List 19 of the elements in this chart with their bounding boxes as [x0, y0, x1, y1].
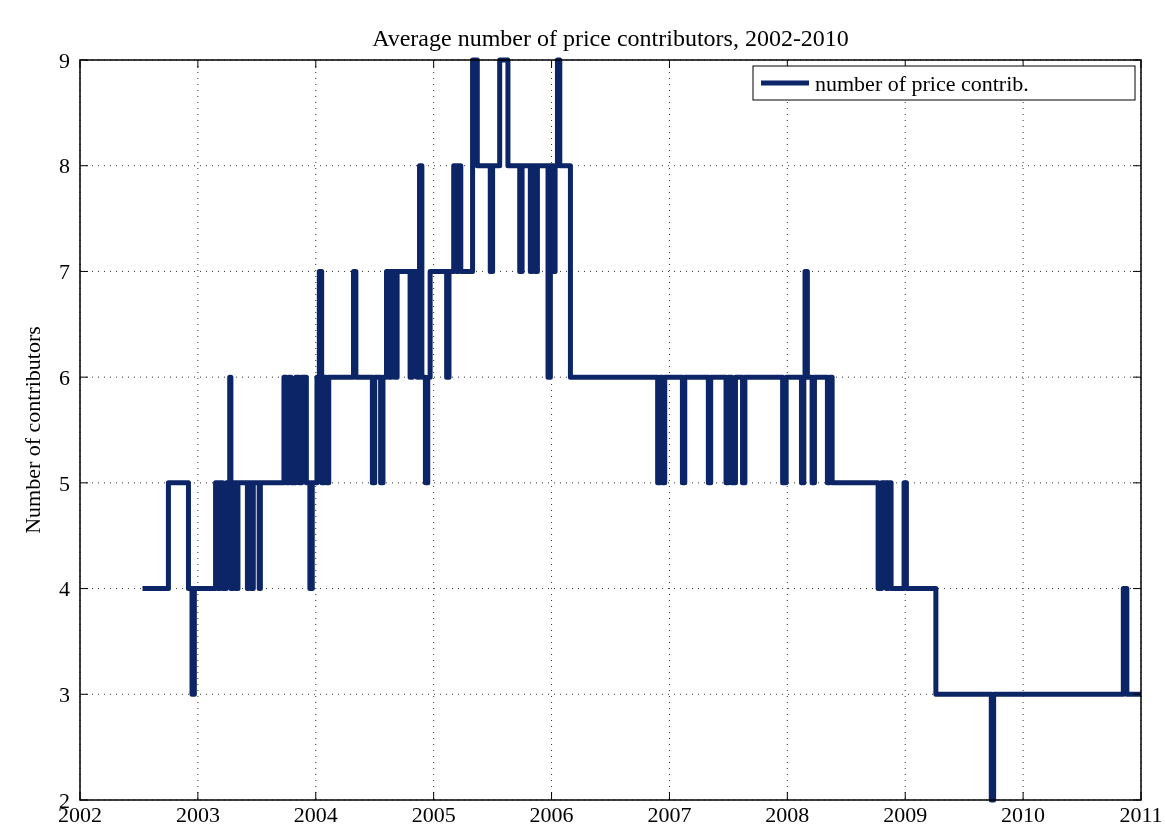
x-tick-label: 2009: [883, 802, 928, 827]
x-tick-label: 2006: [529, 802, 574, 827]
x-tick-label: 2003: [175, 802, 220, 827]
x-tick-label: 2005: [411, 802, 456, 827]
y-axis-title: Number of contributors: [20, 326, 45, 534]
y-tick-label: 6: [59, 364, 70, 390]
y-tick-label: 9: [59, 47, 70, 73]
y-tick-label: 5: [59, 470, 70, 496]
x-tick-label: 2004: [293, 802, 338, 827]
y-tick-label: 3: [59, 681, 70, 707]
legend-label: number of price contrib.: [815, 70, 1029, 96]
y-tick-label: 8: [59, 153, 70, 179]
x-tick-label: 2007: [647, 802, 692, 827]
chart-title: Average number of price contributors, 2002-2010: [372, 25, 849, 51]
y-tick-label: 4: [59, 576, 70, 602]
x-tick-label: 2011: [1119, 802, 1163, 827]
x-tick-label: 2008: [765, 802, 810, 827]
y-tick-label: 7: [59, 259, 70, 285]
x-tick-label: 2010: [1001, 802, 1046, 827]
